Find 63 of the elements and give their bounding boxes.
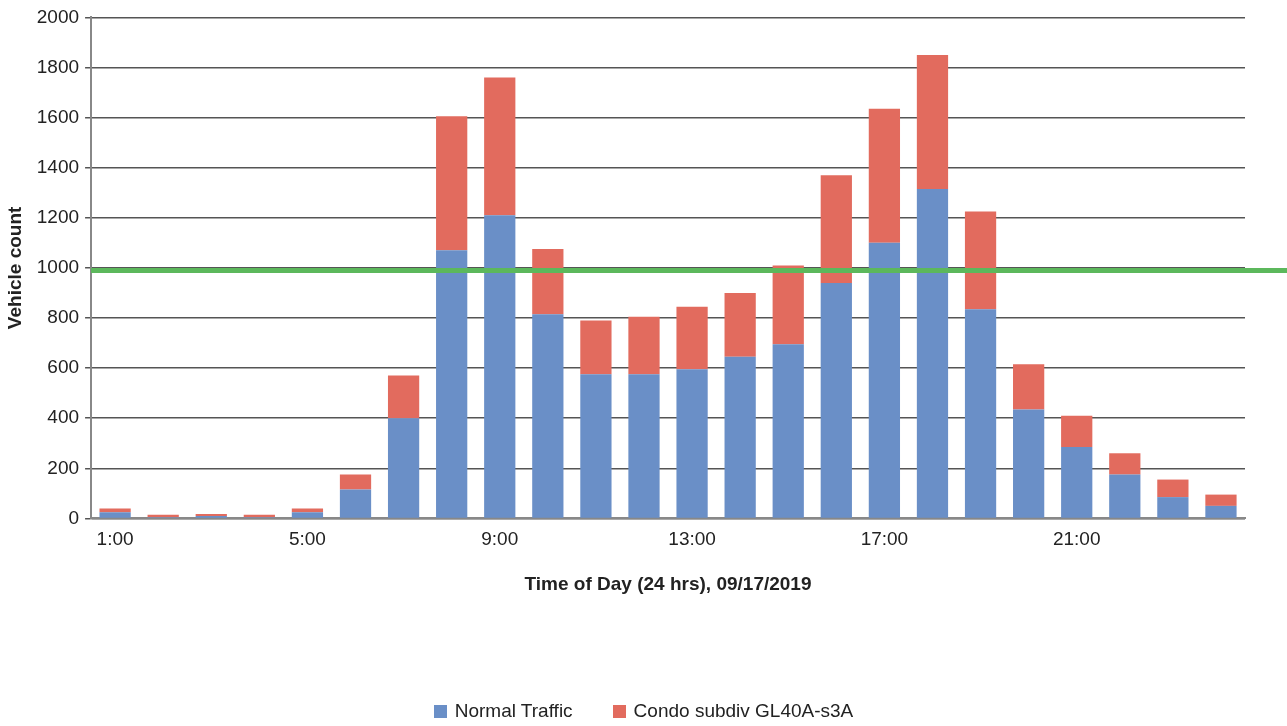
bar xyxy=(964,309,997,518)
bar xyxy=(916,188,949,518)
bar xyxy=(1061,415,1093,448)
x-tick-label: 9:00 xyxy=(481,528,519,550)
y-tick-label: 200 xyxy=(47,456,80,478)
legend-label: Normal Traffic xyxy=(454,700,573,721)
bar xyxy=(964,211,997,310)
bar xyxy=(916,54,949,189)
y-axis-title: Vehicle count xyxy=(3,205,25,330)
x-tick-label: 17:00 xyxy=(860,528,909,550)
bar xyxy=(724,292,756,357)
bar xyxy=(820,175,852,283)
bar xyxy=(436,116,468,251)
bar xyxy=(676,369,708,518)
bar xyxy=(676,306,708,370)
bar xyxy=(532,249,564,315)
bar xyxy=(387,418,420,518)
legend-label: Condo subdiv GL40A-s3A xyxy=(633,700,854,721)
y-tick-label: 1000 xyxy=(36,256,80,278)
bar xyxy=(868,242,901,518)
y-tick-label: 800 xyxy=(47,306,80,328)
bar xyxy=(772,344,804,518)
bar xyxy=(339,474,372,490)
bar xyxy=(772,265,804,345)
bar xyxy=(1109,474,1141,518)
y-tick-label: 0 xyxy=(68,506,80,528)
bar xyxy=(1205,505,1237,518)
x-axis-title: Time of Day (24 hrs), 09/17/2019 xyxy=(524,572,812,594)
bar xyxy=(1013,364,1045,410)
bar xyxy=(580,320,612,375)
bar xyxy=(1157,497,1189,518)
x-tick-label: 5:00 xyxy=(288,528,326,550)
y-tick-label: 1600 xyxy=(36,105,80,127)
bar xyxy=(291,508,324,513)
x-tick-label: 21:00 xyxy=(1052,528,1101,550)
bar xyxy=(291,512,324,518)
bar xyxy=(580,374,612,518)
bar xyxy=(628,374,660,518)
bar xyxy=(99,512,131,518)
bar xyxy=(1205,494,1237,506)
bar xyxy=(484,215,516,518)
bar xyxy=(436,250,468,518)
y-tick-label: 1800 xyxy=(36,55,80,77)
bar xyxy=(1109,453,1141,475)
x-tick-label: 1:00 xyxy=(96,528,134,550)
bar xyxy=(724,356,756,518)
bar xyxy=(628,316,660,375)
bar xyxy=(339,489,372,518)
x-tick-label: 13:00 xyxy=(668,528,716,550)
y-tick-label: 600 xyxy=(47,356,80,378)
bar xyxy=(387,375,420,419)
bar xyxy=(99,508,131,513)
bar xyxy=(1013,409,1045,518)
bar xyxy=(868,108,901,243)
bar xyxy=(484,77,516,216)
bar xyxy=(532,314,564,518)
bar xyxy=(820,282,852,518)
y-tick-label: 400 xyxy=(47,406,80,428)
bar xyxy=(1157,479,1189,498)
y-tick-label: 1400 xyxy=(36,155,80,177)
bar xyxy=(1061,447,1093,518)
y-tick-label: 1200 xyxy=(36,206,80,228)
y-tick-label: 2000 xyxy=(36,5,80,27)
